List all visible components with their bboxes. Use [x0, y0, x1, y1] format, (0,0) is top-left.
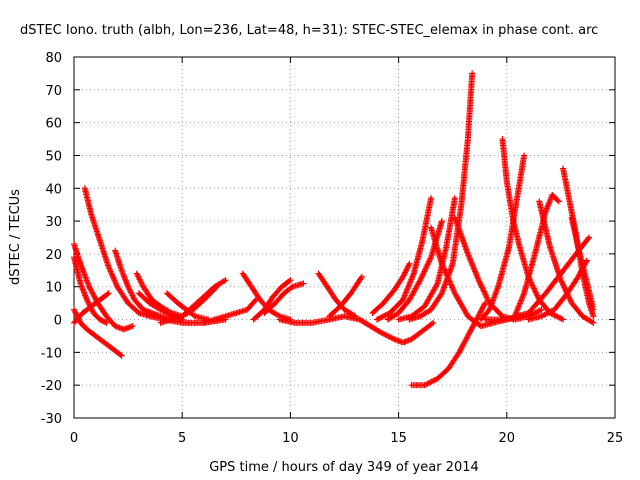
series-arc-28 — [477, 152, 528, 323]
data-point-marker — [406, 260, 413, 267]
y-tick-label: 70 — [45, 84, 62, 99]
data-point-marker — [118, 352, 125, 359]
y-tick-label: 20 — [45, 248, 62, 263]
data-point-marker — [286, 278, 293, 285]
series-arc-24 — [406, 70, 476, 323]
series-arc-12 — [200, 296, 259, 326]
data-point-marker — [428, 320, 435, 327]
y-tick-label: 80 — [45, 51, 62, 66]
series-arc-04 — [71, 290, 112, 326]
data-point-marker — [469, 70, 476, 77]
data-point-marker — [358, 273, 365, 280]
data-point-marker — [275, 312, 282, 319]
y-tick-label: 60 — [45, 117, 62, 132]
data-point-marker — [481, 301, 488, 308]
data-point-marker — [103, 319, 110, 326]
axis-ticks — [73, 56, 616, 419]
y-tick-label: 30 — [45, 215, 62, 230]
data-point-marker — [221, 277, 228, 284]
data-point-marker — [287, 277, 294, 284]
series-arc-29 — [499, 136, 567, 323]
data-point-marker — [222, 277, 229, 284]
y-axis-title: dSTEC / TECUs — [8, 189, 23, 285]
x-tick-label: 10 — [282, 431, 299, 446]
data-point-marker — [560, 316, 567, 323]
data-point-marker — [590, 306, 597, 313]
x-tick-label: 0 — [70, 431, 78, 446]
series-arc-18 — [326, 273, 365, 320]
y-tick-labels: -30 -20 -10 0 10 20 30 40 50 60 70 80 — [41, 51, 62, 427]
series-arc-25 — [408, 300, 489, 389]
x-tick-label: 15 — [390, 431, 407, 446]
data-point-marker — [589, 319, 596, 326]
data-point-marker — [555, 198, 562, 205]
x-tick-label: 25 — [607, 431, 624, 446]
data-point-marker — [190, 312, 197, 319]
y-tick-label: 10 — [45, 281, 62, 296]
data-point-marker — [105, 290, 112, 297]
series-arc-21 — [373, 195, 435, 323]
y-tick-label: -10 — [41, 346, 62, 361]
data-point-marker — [554, 197, 561, 204]
data-point-marker — [451, 195, 458, 202]
data-point-marker — [590, 313, 597, 320]
y-tick-label: 0 — [54, 314, 62, 329]
series-arc-06 — [112, 247, 175, 323]
data-point-marker — [521, 152, 528, 159]
y-tick-label: -20 — [41, 379, 62, 394]
y-tick-label: 50 — [45, 149, 62, 164]
data-point-marker — [117, 351, 124, 358]
series-arc-01 — [71, 306, 125, 359]
series-arc-15 — [261, 280, 307, 316]
series-arc-02 — [71, 241, 136, 333]
data-point-marker — [586, 234, 593, 241]
series-arc-19 — [356, 316, 437, 346]
data-point-marker — [352, 313, 359, 320]
series-arc-13 — [239, 270, 294, 323]
x-tick-label: 20 — [499, 431, 516, 446]
data-point-marker — [102, 319, 109, 326]
data-point-marker — [350, 312, 357, 319]
data-point-marker — [583, 257, 590, 264]
series-arc-17 — [315, 270, 359, 320]
data-point-marker — [438, 218, 445, 225]
data-point-marker — [251, 298, 258, 305]
series-arc-20 — [369, 260, 413, 316]
series-arc-14 — [250, 277, 294, 323]
data-markers — [71, 70, 597, 389]
x-axis-title: GPS time / hours of day 349 of year 2014 — [209, 460, 479, 475]
y-tick-label: -30 — [41, 412, 62, 427]
data-point-marker — [430, 319, 437, 326]
data-point-marker — [585, 235, 592, 242]
data-point-marker — [129, 323, 136, 330]
data-point-marker — [300, 280, 307, 287]
data-point-marker — [538, 306, 545, 313]
data-point-marker — [357, 275, 364, 282]
x-tick-label: 5 — [178, 431, 186, 446]
data-point-marker — [583, 258, 590, 265]
data-point-marker — [104, 291, 111, 298]
grid — [74, 57, 615, 418]
series-arc-32 — [536, 198, 597, 326]
series-arc-11 — [179, 277, 229, 320]
y-tick-label: 40 — [45, 182, 62, 197]
x-tick-labels: 0 5 10 15 20 25 — [70, 431, 623, 446]
plot-frame — [73, 56, 616, 419]
chart-title: dSTEC Iono. truth (albh, Lon=236, Lat=48… — [20, 23, 598, 38]
series-arc-35 — [525, 257, 590, 323]
data-point-marker — [590, 319, 597, 326]
data-point-marker — [428, 195, 435, 202]
